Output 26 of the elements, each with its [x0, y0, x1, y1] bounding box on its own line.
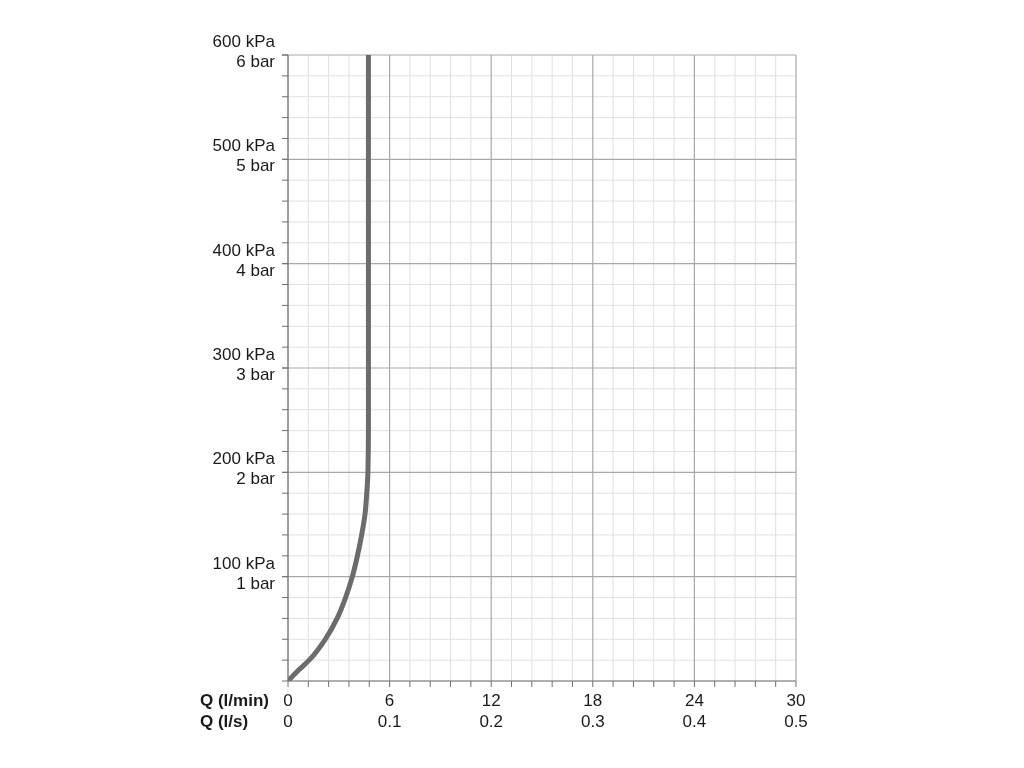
y-tick-label: 400 kPa	[212, 240, 276, 260]
y2-tick-label: 1 bar	[236, 573, 276, 593]
x2-axis-title: Q (l/s)	[200, 711, 249, 731]
x-tick-label: 0	[283, 690, 293, 710]
x-tick-label: 24	[684, 690, 704, 710]
x2-tick-label: 0	[283, 711, 293, 731]
y2-tick-label: 4 bar	[236, 260, 276, 280]
y2-tick-label: 2 bar	[236, 469, 276, 489]
x2-tick-label: 0.3	[580, 711, 605, 731]
x2-tick-label: 0.4	[682, 711, 707, 731]
x2-tick-label: 0.2	[479, 711, 504, 731]
x2-tick-label: 0.1	[377, 711, 402, 731]
x2-tick-label: 0.5	[784, 711, 808, 731]
y-tick-label: 500 kPa	[212, 136, 276, 156]
y-tick-label: 200 kPa	[212, 449, 276, 469]
y-tick-label: 300 kPa	[212, 344, 276, 364]
x-tick-label: 18	[583, 690, 603, 710]
y2-tick-label: 6 bar	[236, 51, 276, 71]
y2-tick-label: 5 bar	[236, 156, 276, 176]
x-axis-title: Q (l/min)	[200, 690, 269, 710]
x-tick-label: 6	[384, 690, 395, 710]
y2-tick-label: 3 bar	[236, 364, 276, 384]
x-tick-label: 30	[786, 690, 806, 710]
y-tick-label: 100 kPa	[212, 553, 276, 573]
x-tick-label: 12	[481, 690, 501, 710]
y-tick-label: 600 kPa	[212, 31, 276, 51]
